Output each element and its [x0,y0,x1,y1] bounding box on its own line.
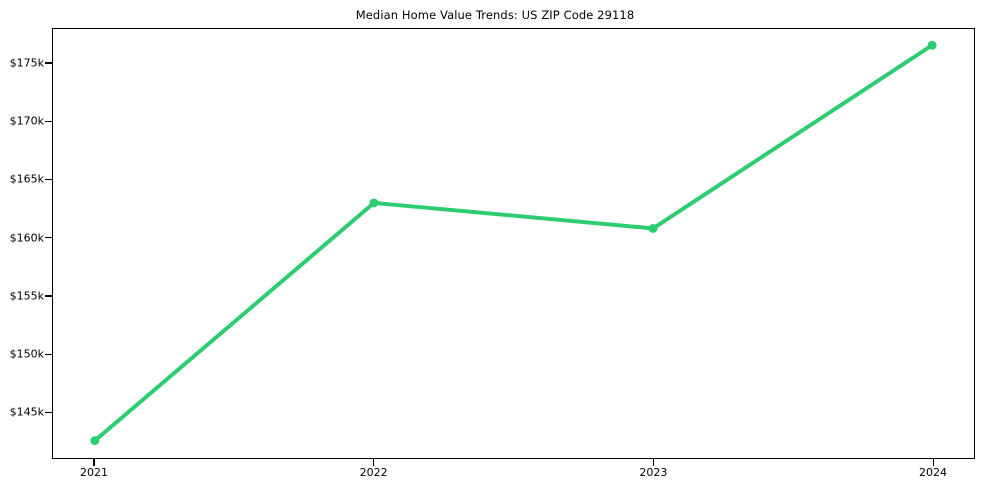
x-axis-tick-mark [932,459,934,466]
y-axis-tick-label: $145k [9,405,44,419]
x-axis-tick-label: 2021 [79,466,108,479]
x-axis-tick-mark [93,459,95,466]
x-axis-tick-label: 2024 [919,466,948,479]
y-axis-tick-mark [45,62,52,64]
series-markers [90,40,937,446]
x-axis-tick-label: 2022 [359,466,388,479]
data-point-marker [369,198,379,208]
y-axis-tick-label: $150k [9,347,44,361]
y-axis-tick-label: $170k [9,114,44,128]
y-axis-tick-mark [45,353,52,355]
x-axis-tick-mark [373,459,375,466]
data-point-marker [648,223,658,233]
x-axis-tick-mark [652,459,654,466]
data-point-marker [927,40,937,50]
y-axis-tick-mark [45,237,52,239]
y-axis-tick-mark [45,295,52,297]
line-chart-svg [90,40,937,446]
series-line-median-home-value [92,43,935,443]
chart-title: Median Home Value Trends: US ZIP Code 29… [355,8,635,22]
y-axis-tick-mark [45,178,52,181]
y-axis-tick-mark [45,411,52,413]
x-axis-tick-label: 2023 [639,466,668,479]
plot-area [52,28,975,459]
y-axis-tick-mark [45,120,52,122]
y-axis-tick-label: $160k [9,231,44,245]
y-axis-tick-labels: $145k $150k $155k $160k $165k $170k $175k [0,0,44,490]
y-axis-tick-label: $175k [9,56,44,70]
data-point-marker [90,436,100,446]
y-axis-tick-label: $165k [9,172,44,186]
y-axis-tick-label: $155k [9,289,44,303]
